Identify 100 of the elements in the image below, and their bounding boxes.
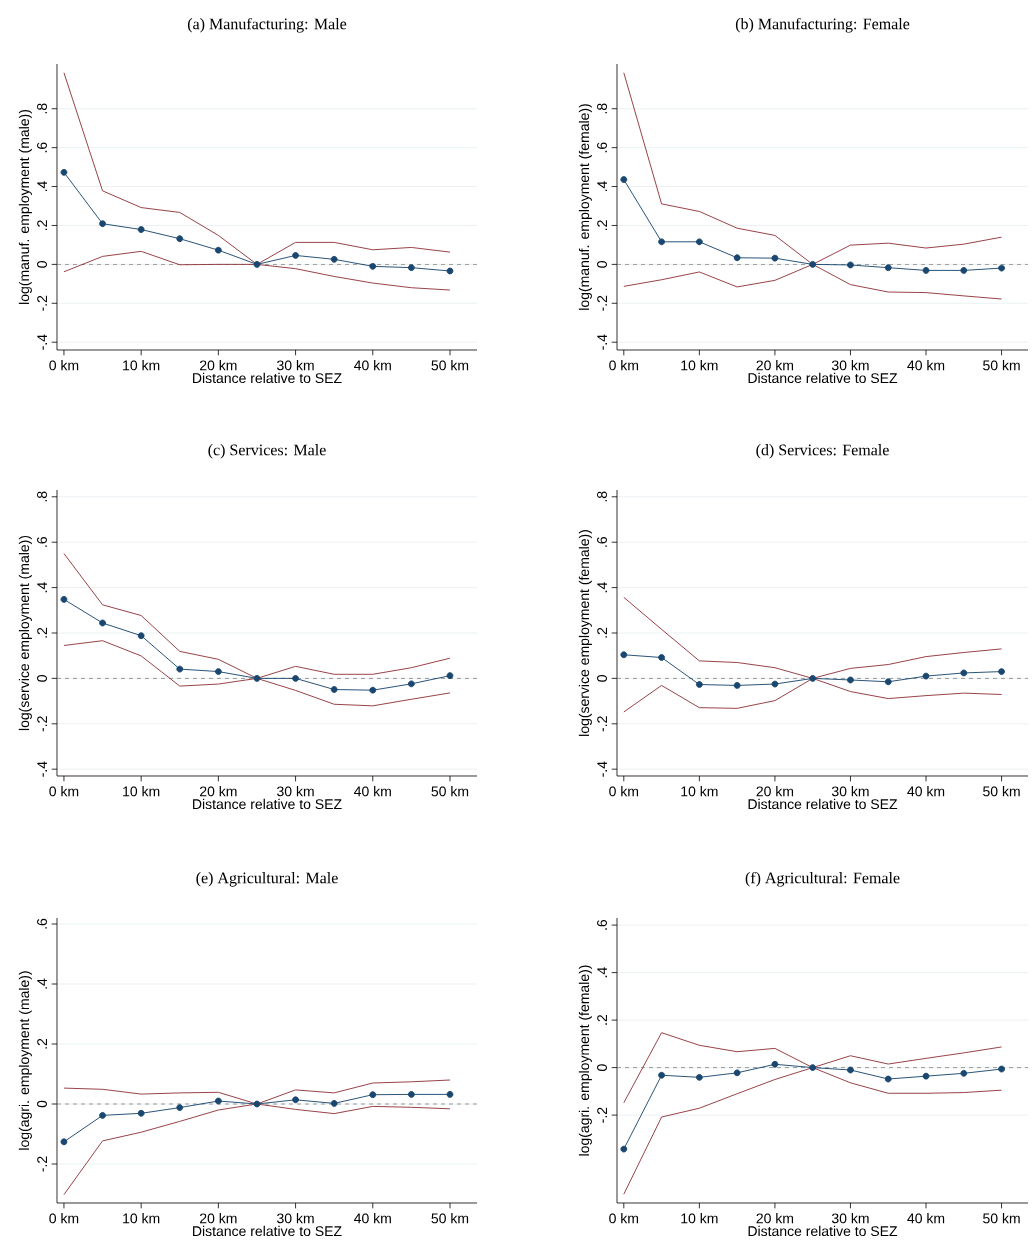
point [922, 1072, 930, 1080]
point [330, 1100, 338, 1107]
y-tick-label: 0 [37, 1100, 47, 1108]
y-tick-label: 0 [597, 1064, 607, 1071]
y-tick-label: .6 [37, 142, 47, 153]
x-axis-title: Distance relative to SEZ [193, 1225, 342, 1237]
x-tick-label: 10 km [123, 360, 160, 371]
x-tick-label: 0 km [49, 786, 79, 797]
x-tick-label: 50 km [983, 1213, 1020, 1224]
x-tick-label: 20 km [756, 1213, 794, 1224]
point [253, 1100, 261, 1108]
point [369, 1091, 377, 1099]
point [960, 267, 968, 274]
x-tick-label: 0 km [49, 360, 79, 371]
y-tick-label: -.4 [597, 761, 607, 777]
point [922, 672, 930, 680]
y-tick-label: .4 [597, 582, 607, 593]
point [330, 686, 338, 693]
y-axis-title: log(service employment (female)) [578, 530, 592, 736]
y-tick-label: .8 [37, 103, 47, 114]
point [60, 595, 68, 603]
line-series [623, 1032, 1003, 1104]
x-tick-label: 10 km [123, 786, 160, 797]
x-tick-label: 30 km [831, 1213, 869, 1224]
y-tick-label: -.2 [597, 295, 607, 311]
y-tick-label: 0 [37, 675, 47, 682]
point [407, 680, 415, 688]
x-tick-label: 30 km [277, 1213, 314, 1224]
chart-title: (f) Agricultural: Female [745, 871, 900, 887]
y-tick-label: -.2 [597, 716, 607, 732]
point [998, 668, 1005, 675]
x-tick-label: 0 km [49, 1213, 79, 1224]
x-tick-label: 50 km [431, 360, 469, 371]
y-tick-label: .6 [597, 142, 607, 153]
point [407, 1091, 415, 1098]
point [99, 1112, 106, 1119]
point [446, 267, 454, 275]
point [620, 651, 628, 659]
point [99, 220, 106, 228]
point [369, 262, 377, 270]
point [884, 264, 892, 272]
x-tick-label: 50 km [431, 786, 469, 797]
y-axis-title: log(service employment (male)) [18, 535, 32, 731]
point [771, 1060, 779, 1068]
x-tick-label: 0 km [609, 360, 639, 371]
point [809, 674, 817, 682]
y-tick-label: .2 [37, 220, 47, 231]
point [771, 254, 779, 262]
x-axis-title: Distance relative to SEZ [748, 1225, 898, 1237]
y-tick-label: .4 [597, 181, 607, 192]
point [60, 168, 68, 176]
x-tick-label: 50 km [431, 1213, 469, 1224]
point [99, 619, 106, 627]
point [960, 1069, 968, 1077]
point [176, 665, 184, 673]
point [253, 260, 261, 268]
y-tick-label: .6 [597, 536, 607, 547]
x-axis-title: Distance relative to SEZ [748, 798, 898, 810]
x-tick-label: 20 km [200, 786, 237, 797]
point [137, 226, 145, 233]
point [176, 1104, 184, 1111]
y-axis-title: log(manuf. employment (female)) [578, 104, 592, 310]
y-tick-label: -.2 [37, 1156, 47, 1172]
y-axis-title: log(manuf. employment (male)) [18, 109, 32, 304]
y-tick-label: .2 [37, 1038, 47, 1049]
y-tick-label: -.2 [37, 295, 47, 311]
point [658, 1071, 665, 1079]
y-tick-label: 0 [597, 675, 607, 682]
point [369, 686, 377, 694]
point [620, 176, 628, 183]
point [176, 235, 184, 243]
y-tick-label: -.2 [37, 716, 47, 732]
y-tick-label: -.4 [597, 334, 607, 350]
x-tick-label: 20 km [200, 360, 237, 371]
y-tick-label: 0 [597, 261, 607, 268]
x-tick-label: 40 km [907, 360, 945, 371]
point [960, 669, 968, 677]
y-tick-label: .4 [37, 978, 47, 989]
point [253, 674, 261, 682]
y-tick-label: .6 [37, 536, 47, 547]
point [922, 267, 930, 274]
x-tick-label: 20 km [756, 360, 794, 371]
y-tick-label: .2 [597, 627, 607, 638]
point [847, 1066, 854, 1074]
point [695, 238, 703, 246]
point [998, 264, 1005, 272]
chart-title: (d) Services: Female [756, 444, 889, 459]
point [292, 252, 299, 259]
y-tick-label: -.2 [597, 1107, 607, 1123]
chart-title: (a) Manufacturing: Male [187, 17, 347, 33]
point [998, 1065, 1005, 1073]
x-tick-label: 10 km [681, 786, 718, 797]
y-tick-label: .4 [37, 582, 47, 593]
point [446, 1091, 454, 1098]
x-tick-label: 30 km [831, 360, 869, 371]
x-tick-label: 20 km [200, 1213, 237, 1224]
point [60, 1138, 68, 1146]
point [695, 1073, 703, 1081]
y-tick-label: .2 [37, 627, 47, 638]
y-tick-label: -.4 [37, 761, 47, 777]
